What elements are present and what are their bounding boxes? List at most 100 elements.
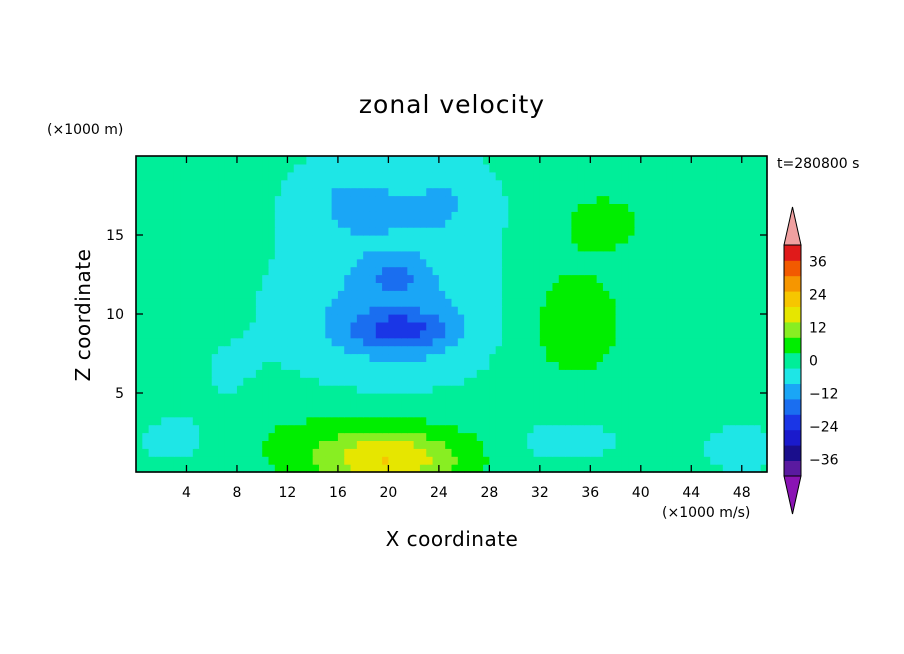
heat-cell: [388, 424, 396, 434]
heat-cell: [161, 266, 169, 276]
heat-cell: [596, 424, 604, 434]
x-tick-label: 44: [682, 485, 700, 501]
heat-cell: [192, 400, 200, 410]
heat-cell: [501, 464, 509, 473]
heat-cell: [426, 400, 434, 410]
heat-cell: [628, 408, 636, 418]
heat-cell: [173, 187, 181, 197]
heat-cell: [703, 369, 711, 378]
heat-cell: [236, 345, 244, 355]
heat-cell: [382, 266, 389, 276]
heat-cell: [173, 440, 181, 449]
heat-cell: [211, 321, 219, 331]
heat-cell: [552, 203, 560, 212]
heat-cell: [199, 329, 207, 339]
heat-cell: [318, 385, 326, 394]
heat-cell: [388, 369, 396, 378]
heat-cell: [741, 408, 749, 418]
heat-cell: [199, 464, 207, 473]
heat-cell: [274, 227, 282, 236]
heat-cell: [647, 329, 655, 339]
heat-cell: [741, 329, 749, 339]
heat-cell: [230, 440, 238, 449]
heat-cell: [760, 195, 768, 204]
heat-cell: [199, 282, 207, 291]
heat-cell: [148, 274, 156, 283]
heat-cell: [180, 329, 188, 339]
heat-cell: [173, 250, 181, 260]
heat-cell: [565, 211, 572, 220]
heat-cell: [281, 321, 289, 331]
heat-cell: [142, 416, 150, 426]
heat-cell: [729, 432, 737, 441]
heat-cell: [659, 464, 667, 473]
heat-cell: [287, 464, 295, 473]
heat-cell: [634, 274, 642, 283]
heat-cell: [173, 314, 181, 323]
heat-cell: [457, 448, 465, 457]
heat-cell: [300, 416, 307, 426]
heat-cell: [754, 156, 762, 165]
heat-cell: [300, 219, 307, 228]
heat-cell: [236, 282, 244, 291]
heat-cell: [495, 345, 503, 355]
heat-cell: [350, 156, 358, 165]
heat-cell: [318, 321, 326, 331]
heat-cell: [218, 306, 225, 315]
heat-cell: [533, 179, 541, 189]
heat-cell: [318, 195, 326, 204]
heat-cell: [760, 385, 768, 394]
heat-cell: [602, 274, 610, 283]
heat-cell: [640, 377, 648, 386]
heat-cell: [754, 282, 762, 291]
heat-cell: [268, 235, 276, 244]
heat-cell: [571, 274, 579, 283]
heat-cell: [666, 448, 673, 457]
heat-cell: [748, 156, 755, 165]
heat-cell: [716, 345, 724, 355]
heat-cell: [243, 377, 251, 386]
heat-cell: [375, 195, 383, 204]
heat-cell: [413, 424, 421, 434]
heat-cell: [489, 258, 497, 268]
heat-cell: [211, 424, 219, 434]
heat-cell: [344, 219, 352, 228]
heat-cell: [748, 266, 755, 276]
heat-cell: [584, 424, 591, 434]
heat-cell: [735, 440, 743, 449]
heat-cell: [483, 385, 490, 394]
heat-cell: [684, 361, 692, 370]
heat-cell: [382, 290, 389, 299]
heat-cell: [697, 266, 705, 276]
heat-cell: [621, 393, 629, 402]
heat-cell: [407, 456, 415, 465]
heat-cell: [337, 416, 345, 426]
heat-cell: [218, 377, 225, 386]
heat-cell: [565, 345, 572, 355]
heat-cell: [445, 329, 453, 339]
heat-cell: [577, 432, 585, 441]
heat-cell: [300, 282, 307, 291]
heat-cell: [154, 456, 162, 465]
heat-cell: [255, 179, 263, 189]
heat-cell: [142, 290, 150, 299]
heat-cell: [748, 440, 755, 449]
heat-cell: [136, 235, 143, 244]
heat-cell: [344, 282, 352, 291]
heat-cell: [495, 306, 503, 315]
heat-cell: [394, 258, 402, 268]
heat-cell: [413, 314, 421, 323]
heat-cell: [218, 393, 225, 402]
heat-cell: [281, 408, 289, 418]
heat-cell: [136, 361, 143, 370]
heat-cell: [419, 440, 427, 449]
heat-cell: [161, 187, 169, 197]
heat-cell: [306, 416, 314, 426]
heat-cell: [230, 369, 238, 378]
heat-cell: [666, 424, 673, 434]
heat-cell: [344, 408, 352, 418]
heat-cell: [281, 211, 289, 220]
heat-cell: [154, 179, 162, 189]
heat-cell: [596, 432, 604, 441]
heat-cell: [293, 377, 301, 386]
